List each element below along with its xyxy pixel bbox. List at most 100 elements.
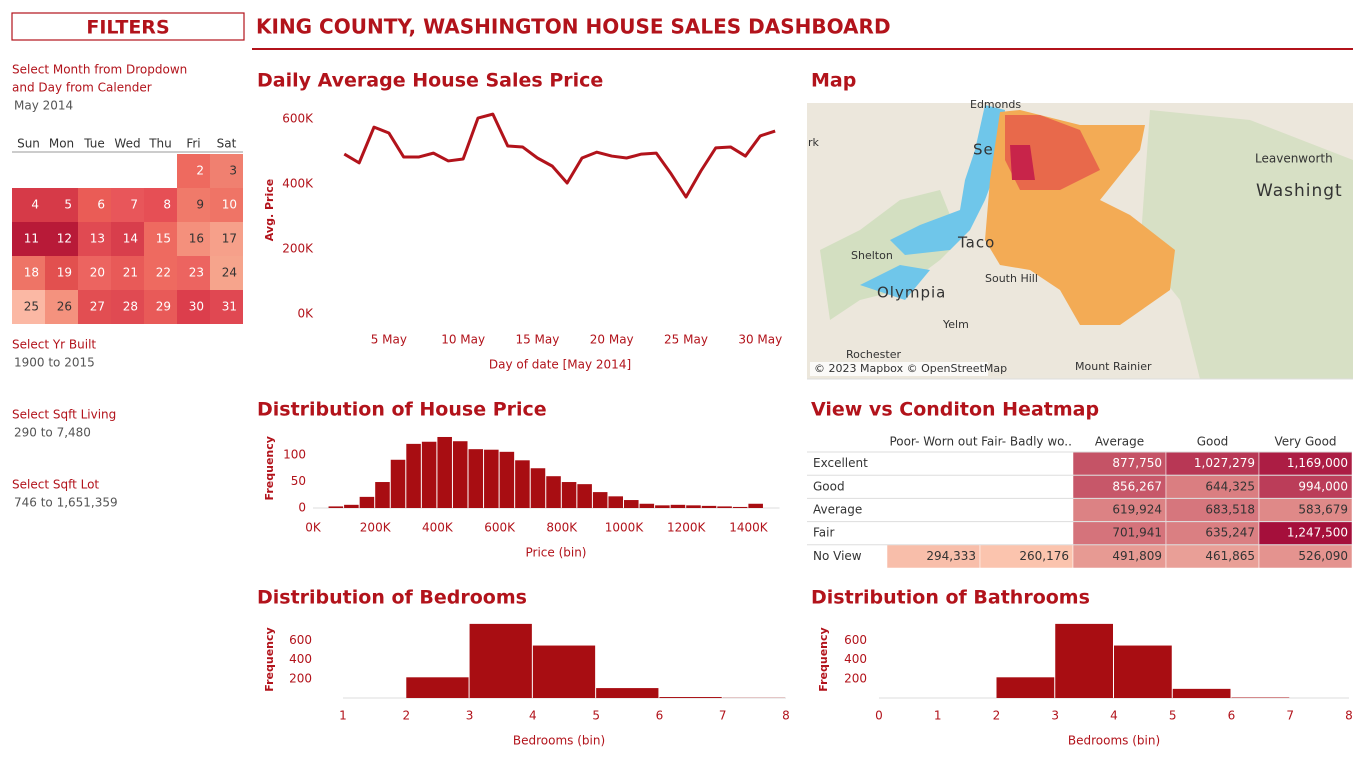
- bar: [748, 503, 763, 508]
- bar: [359, 496, 375, 508]
- bar: [608, 496, 623, 508]
- calendar-day[interactable]: [177, 154, 210, 188]
- calendar-day[interactable]: [177, 222, 210, 256]
- calendar-day[interactable]: [144, 256, 177, 290]
- calendar-day[interactable]: [144, 222, 177, 256]
- calendar-day[interactable]: [12, 222, 45, 256]
- calendar-day[interactable]: [210, 290, 243, 324]
- calendar-day[interactable]: [12, 290, 45, 324]
- x-tick-label: 1: [339, 709, 347, 723]
- bar: [686, 505, 701, 508]
- x-tick-label: 4: [529, 709, 537, 723]
- y-axis-title: Frequency: [263, 436, 276, 500]
- map-attribution: © 2023 Mapbox © OpenStreetMap: [814, 362, 1007, 375]
- calendar-day[interactable]: [210, 154, 243, 188]
- bar: [532, 645, 596, 698]
- bar: [717, 506, 732, 508]
- filter-label: Select Yr Built: [12, 338, 96, 352]
- calendar-day[interactable]: [45, 256, 78, 290]
- calendar-day-label: 16: [189, 232, 204, 246]
- x-tick-label: 1000K: [605, 521, 645, 535]
- bar: [655, 505, 670, 508]
- weekday: Tue: [83, 137, 105, 151]
- calendar-day-label: 24: [222, 266, 237, 280]
- calendar-day[interactable]: [45, 290, 78, 324]
- heat-label: 644,325: [1205, 479, 1255, 493]
- x-tick-label: 600K: [484, 521, 516, 535]
- bar: [1114, 645, 1172, 698]
- calendar-day[interactable]: [144, 188, 177, 222]
- filter-value[interactable]: May 2014: [14, 99, 73, 113]
- y-tick-label: 0: [298, 501, 306, 515]
- map-title: Map: [811, 70, 856, 92]
- map-attribution-bg: [810, 362, 988, 376]
- calendar-day[interactable]: [111, 290, 144, 324]
- bar: [469, 623, 532, 698]
- bar: [1055, 623, 1113, 698]
- map-label: Mount Rainier: [1075, 360, 1152, 373]
- calendar-day[interactable]: [45, 222, 78, 256]
- calendar-day[interactable]: [210, 222, 243, 256]
- calendar-day[interactable]: [210, 188, 243, 222]
- y-tick-label: 400K: [282, 177, 314, 191]
- map[interactable]: [807, 103, 1353, 380]
- chart-title: Distribution of Bathrooms: [811, 587, 1090, 609]
- x-tick-label: 15 May: [515, 333, 559, 347]
- calendar-day[interactable]: [78, 256, 111, 290]
- bar: [406, 677, 469, 698]
- heat-label: 1,027,279: [1194, 456, 1255, 470]
- bar: [670, 504, 686, 508]
- heat-label: 635,247: [1205, 526, 1255, 540]
- calendar-day[interactable]: [144, 290, 177, 324]
- bar: [452, 441, 468, 508]
- filter-value[interactable]: 290 to 7,480: [14, 426, 91, 440]
- map-water: [860, 265, 930, 300]
- x-tick-label: 5 May: [371, 333, 407, 347]
- x-tick-label: 2: [993, 709, 1001, 723]
- calendar-day-label: 19: [57, 266, 72, 280]
- chart-title: View vs Conditon Heatmap: [811, 399, 1099, 421]
- heat-label: 260,176: [1019, 549, 1069, 563]
- x-tick-label: 800K: [546, 521, 578, 535]
- calendar-day-label: 6: [97, 198, 105, 212]
- x-tick-label: 200K: [360, 521, 392, 535]
- column-header: Average: [1095, 435, 1144, 449]
- x-tick-label: 0: [875, 709, 883, 723]
- calendar-day[interactable]: [177, 256, 210, 290]
- calendar-day[interactable]: [177, 290, 210, 324]
- filter-label: and Day from Calender: [12, 81, 152, 95]
- calendar-day-label: 5: [64, 198, 72, 212]
- filter-value[interactable]: 1900 to 2015: [14, 356, 95, 370]
- calendar-day[interactable]: [78, 188, 111, 222]
- calendar-day[interactable]: [111, 188, 144, 222]
- filter-value[interactable]: 746 to 1,651,359: [14, 496, 118, 510]
- calendar-day[interactable]: [12, 188, 45, 222]
- calendar-day[interactable]: [78, 222, 111, 256]
- y-axis-title: Avg. Price: [263, 179, 276, 241]
- row-header: No View: [813, 549, 862, 563]
- calendar-day[interactable]: [177, 188, 210, 222]
- y-tick-label: 0K: [297, 307, 314, 321]
- y-tick-label: 100: [283, 448, 306, 462]
- map-label: Shelton: [851, 249, 893, 262]
- x-tick-label: 30 May: [738, 333, 782, 347]
- bar: [375, 482, 390, 508]
- calendar-day[interactable]: [78, 290, 111, 324]
- calendar-day[interactable]: [12, 256, 45, 290]
- calendar-day[interactable]: [45, 188, 78, 222]
- heat-label: 583,679: [1298, 503, 1348, 517]
- heat-label: 994,000: [1298, 479, 1348, 493]
- chart-title: Distribution of Bedrooms: [257, 587, 527, 609]
- bar: [515, 460, 530, 508]
- x-tick-label: 20 May: [590, 333, 634, 347]
- x-axis-title: Price (bin): [525, 546, 586, 560]
- x-tick-label: 3: [1051, 709, 1059, 723]
- bar: [468, 449, 484, 508]
- map-label: Yelm: [942, 318, 969, 331]
- bar: [530, 468, 546, 508]
- map-label: Taco: [957, 234, 995, 252]
- filters-box: [11, 12, 245, 41]
- calendar-day[interactable]: [210, 256, 243, 290]
- calendar-day[interactable]: [111, 256, 144, 290]
- calendar-day[interactable]: [111, 222, 144, 256]
